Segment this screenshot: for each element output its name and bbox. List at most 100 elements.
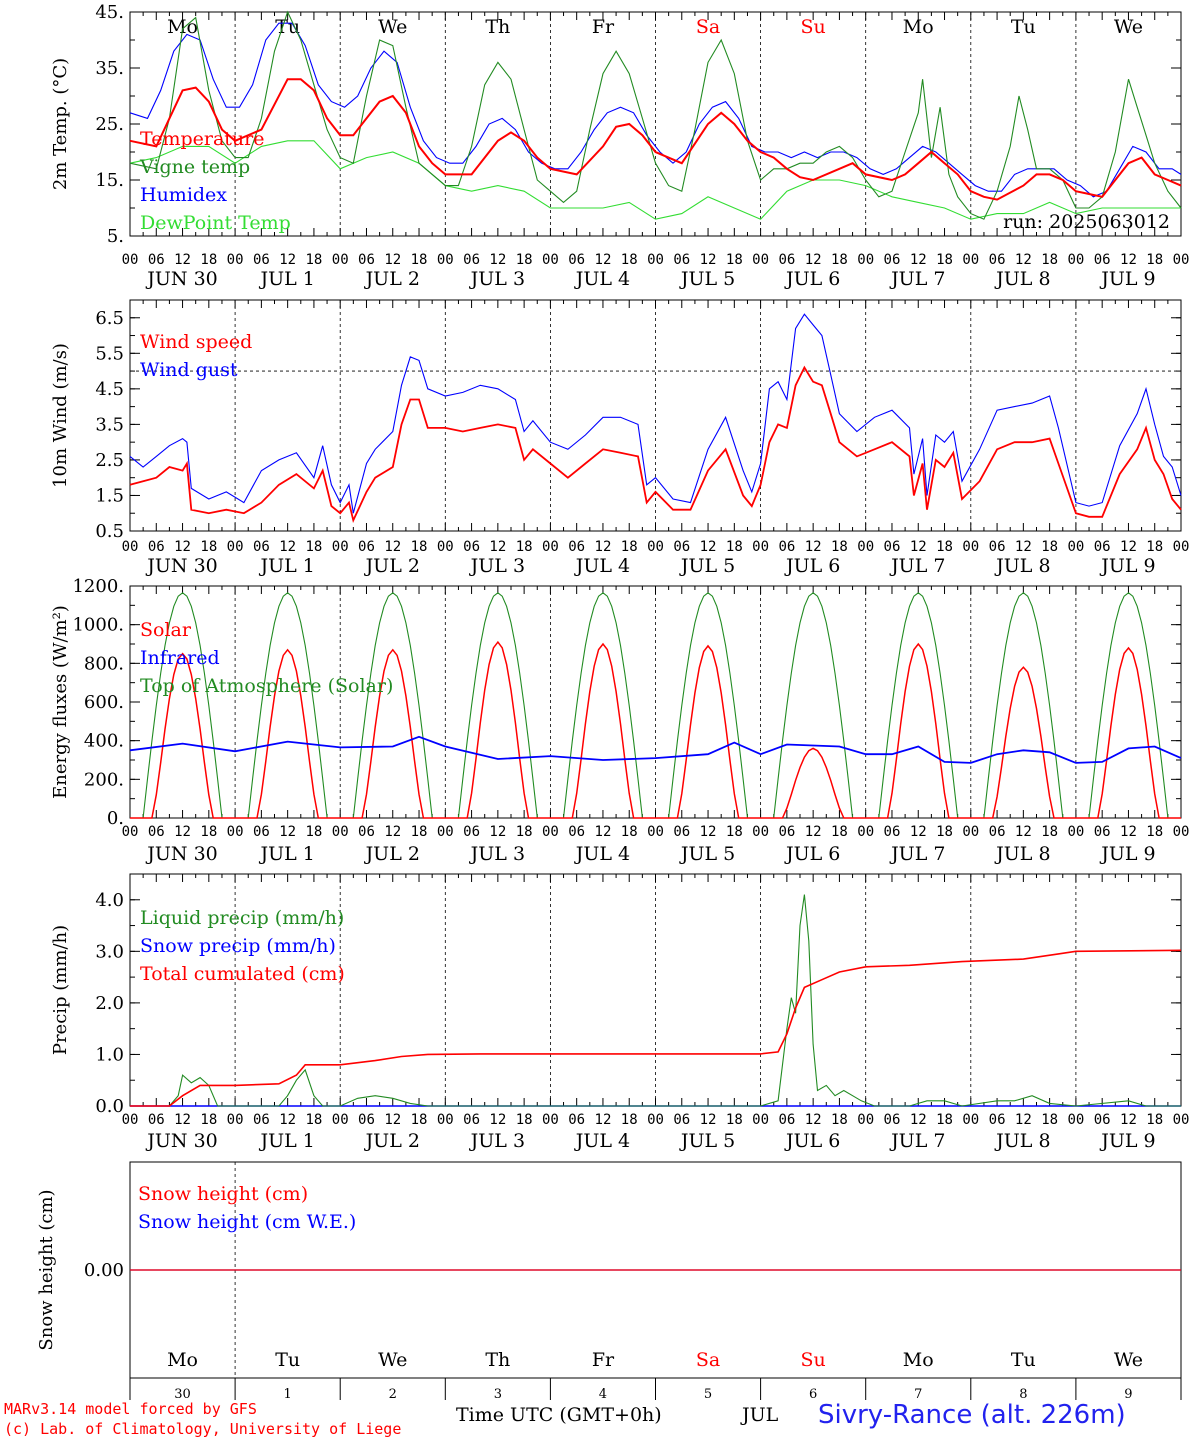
date-label: JUL 7 [889, 843, 945, 865]
hour-tick-label: 06 [778, 539, 795, 555]
hour-tick-label: 12 [700, 1112, 717, 1128]
weekday-label: Mo [167, 16, 198, 38]
hour-tick-label: 18 [411, 1112, 428, 1128]
weekday-label: Su [801, 1349, 826, 1371]
hour-tick-label: 18 [1041, 252, 1058, 268]
hour-tick-label: 06 [989, 824, 1006, 840]
legend-entry: Wind gust [140, 359, 238, 381]
hour-tick-label: 12 [384, 1112, 401, 1128]
hour-tick-label: 18 [1146, 252, 1163, 268]
hour-tick-label: 06 [148, 824, 165, 840]
day-number-label: 5 [704, 1387, 712, 1402]
hour-tick-label: 18 [411, 539, 428, 555]
y-tick-label: 1200. [72, 576, 124, 597]
hour-tick-label: 12 [700, 539, 717, 555]
hour-tick-label: 18 [411, 824, 428, 840]
date-label: JUL 6 [784, 268, 840, 290]
hour-tick-label: 06 [148, 1112, 165, 1128]
hour-tick-label: 06 [673, 824, 690, 840]
hour-tick-label: 12 [700, 252, 717, 268]
hour-tick-label: 18 [1041, 539, 1058, 555]
hour-tick-label: 06 [884, 1112, 901, 1128]
hour-tick-label: 12 [279, 824, 296, 840]
y-tick-label: 0.00 [84, 1260, 124, 1281]
hour-tick-label: 00 [1067, 824, 1084, 840]
hour-tick-label: 00 [122, 824, 139, 840]
y-tick-label: 5. [107, 226, 124, 247]
hour-tick-label: 06 [989, 539, 1006, 555]
hour-tick-label: 00 [647, 824, 664, 840]
weekday-label: Sa [696, 1349, 720, 1371]
hour-tick-label: 06 [358, 252, 375, 268]
hour-tick-label: 00 [857, 824, 874, 840]
hour-tick-label: 06 [463, 539, 480, 555]
hour-tick-label: 00 [227, 1112, 244, 1128]
hour-tick-label: 06 [1094, 252, 1111, 268]
y-tick-label: 3.0 [95, 941, 124, 962]
hour-tick-label: 18 [305, 252, 322, 268]
date-label: JUN 30 [145, 555, 217, 577]
hour-tick-label: 12 [279, 252, 296, 268]
hour-tick-label: 06 [884, 824, 901, 840]
hour-tick-label: 06 [989, 1112, 1006, 1128]
hour-tick-label: 06 [253, 824, 270, 840]
hour-tick-label: 00 [332, 824, 349, 840]
date-label: JUL 9 [1099, 268, 1155, 290]
hour-tick-label: 06 [778, 252, 795, 268]
hour-tick-label: 06 [568, 1112, 585, 1128]
hour-tick-label: 00 [752, 824, 769, 840]
series-line-wind-gust [129, 313, 1182, 514]
weekday-label: Mo [903, 16, 934, 38]
hour-tick-label: 18 [516, 539, 533, 555]
day-number-label: 4 [599, 1387, 607, 1402]
hour-tick-label: 00 [962, 1112, 979, 1128]
hour-tick-label: 12 [384, 824, 401, 840]
legend-entry: Snow height (cm W.E.) [138, 1211, 356, 1233]
hour-tick-label: 18 [621, 1112, 638, 1128]
hour-tick-label: 06 [253, 252, 270, 268]
date-label: JUL 1 [258, 1130, 314, 1152]
hour-tick-label: 18 [305, 824, 322, 840]
hour-tick-label: 12 [700, 824, 717, 840]
y-tick-label: 1000. [72, 615, 124, 636]
hour-tick-label: 18 [200, 252, 217, 268]
hour-tick-label: 12 [1015, 252, 1032, 268]
hour-tick-label: 00 [122, 252, 139, 268]
hour-tick-label: 18 [1041, 824, 1058, 840]
hour-tick-label: 18 [621, 539, 638, 555]
y-axis-label: Energy fluxes (W/m²) [50, 605, 71, 799]
hour-tick-label: 12 [910, 539, 927, 555]
hour-tick-label: 18 [200, 1112, 217, 1128]
date-label: JUL 4 [574, 555, 630, 577]
weekday-label: Fr [592, 16, 615, 38]
hour-tick-label: 00 [542, 824, 559, 840]
hour-tick-label: 12 [1120, 252, 1137, 268]
hour-tick-label: 06 [568, 252, 585, 268]
hour-tick-label: 12 [489, 1112, 506, 1128]
hour-tick-label: 18 [726, 539, 743, 555]
hour-tick-label: 00 [227, 539, 244, 555]
series-line-wind-speed [129, 365, 1182, 524]
y-axis-label: 2m Temp. (°C) [50, 58, 71, 190]
weekday-label: Tu [275, 16, 300, 38]
hour-tick-label: 18 [831, 1112, 848, 1128]
hour-tick-label: 06 [1094, 824, 1111, 840]
hour-tick-label: 12 [489, 824, 506, 840]
hour-tick-label: 12 [1120, 824, 1137, 840]
hour-tick-label: 18 [831, 824, 848, 840]
hour-tick-label: 06 [673, 1112, 690, 1128]
weekday-label: Tu [275, 1349, 300, 1371]
y-tick-label: 45. [95, 2, 124, 23]
date-label: JUN 30 [145, 268, 217, 290]
hour-tick-label: 00 [227, 824, 244, 840]
hour-tick-label: 12 [489, 539, 506, 555]
legend-entry: DewPoint Temp [140, 212, 291, 234]
series-line-humidex [129, 22, 1182, 198]
hour-tick-label: 12 [805, 252, 822, 268]
series-line-dewpoint-temp [129, 140, 1181, 220]
station-label: Sivry-Rance (alt. 226m) [818, 1400, 1126, 1430]
hour-tick-label: 12 [805, 539, 822, 555]
hour-tick-label: 18 [1146, 1112, 1163, 1128]
hour-tick-label: 00 [227, 252, 244, 268]
y-tick-label: 2.0 [95, 993, 124, 1014]
